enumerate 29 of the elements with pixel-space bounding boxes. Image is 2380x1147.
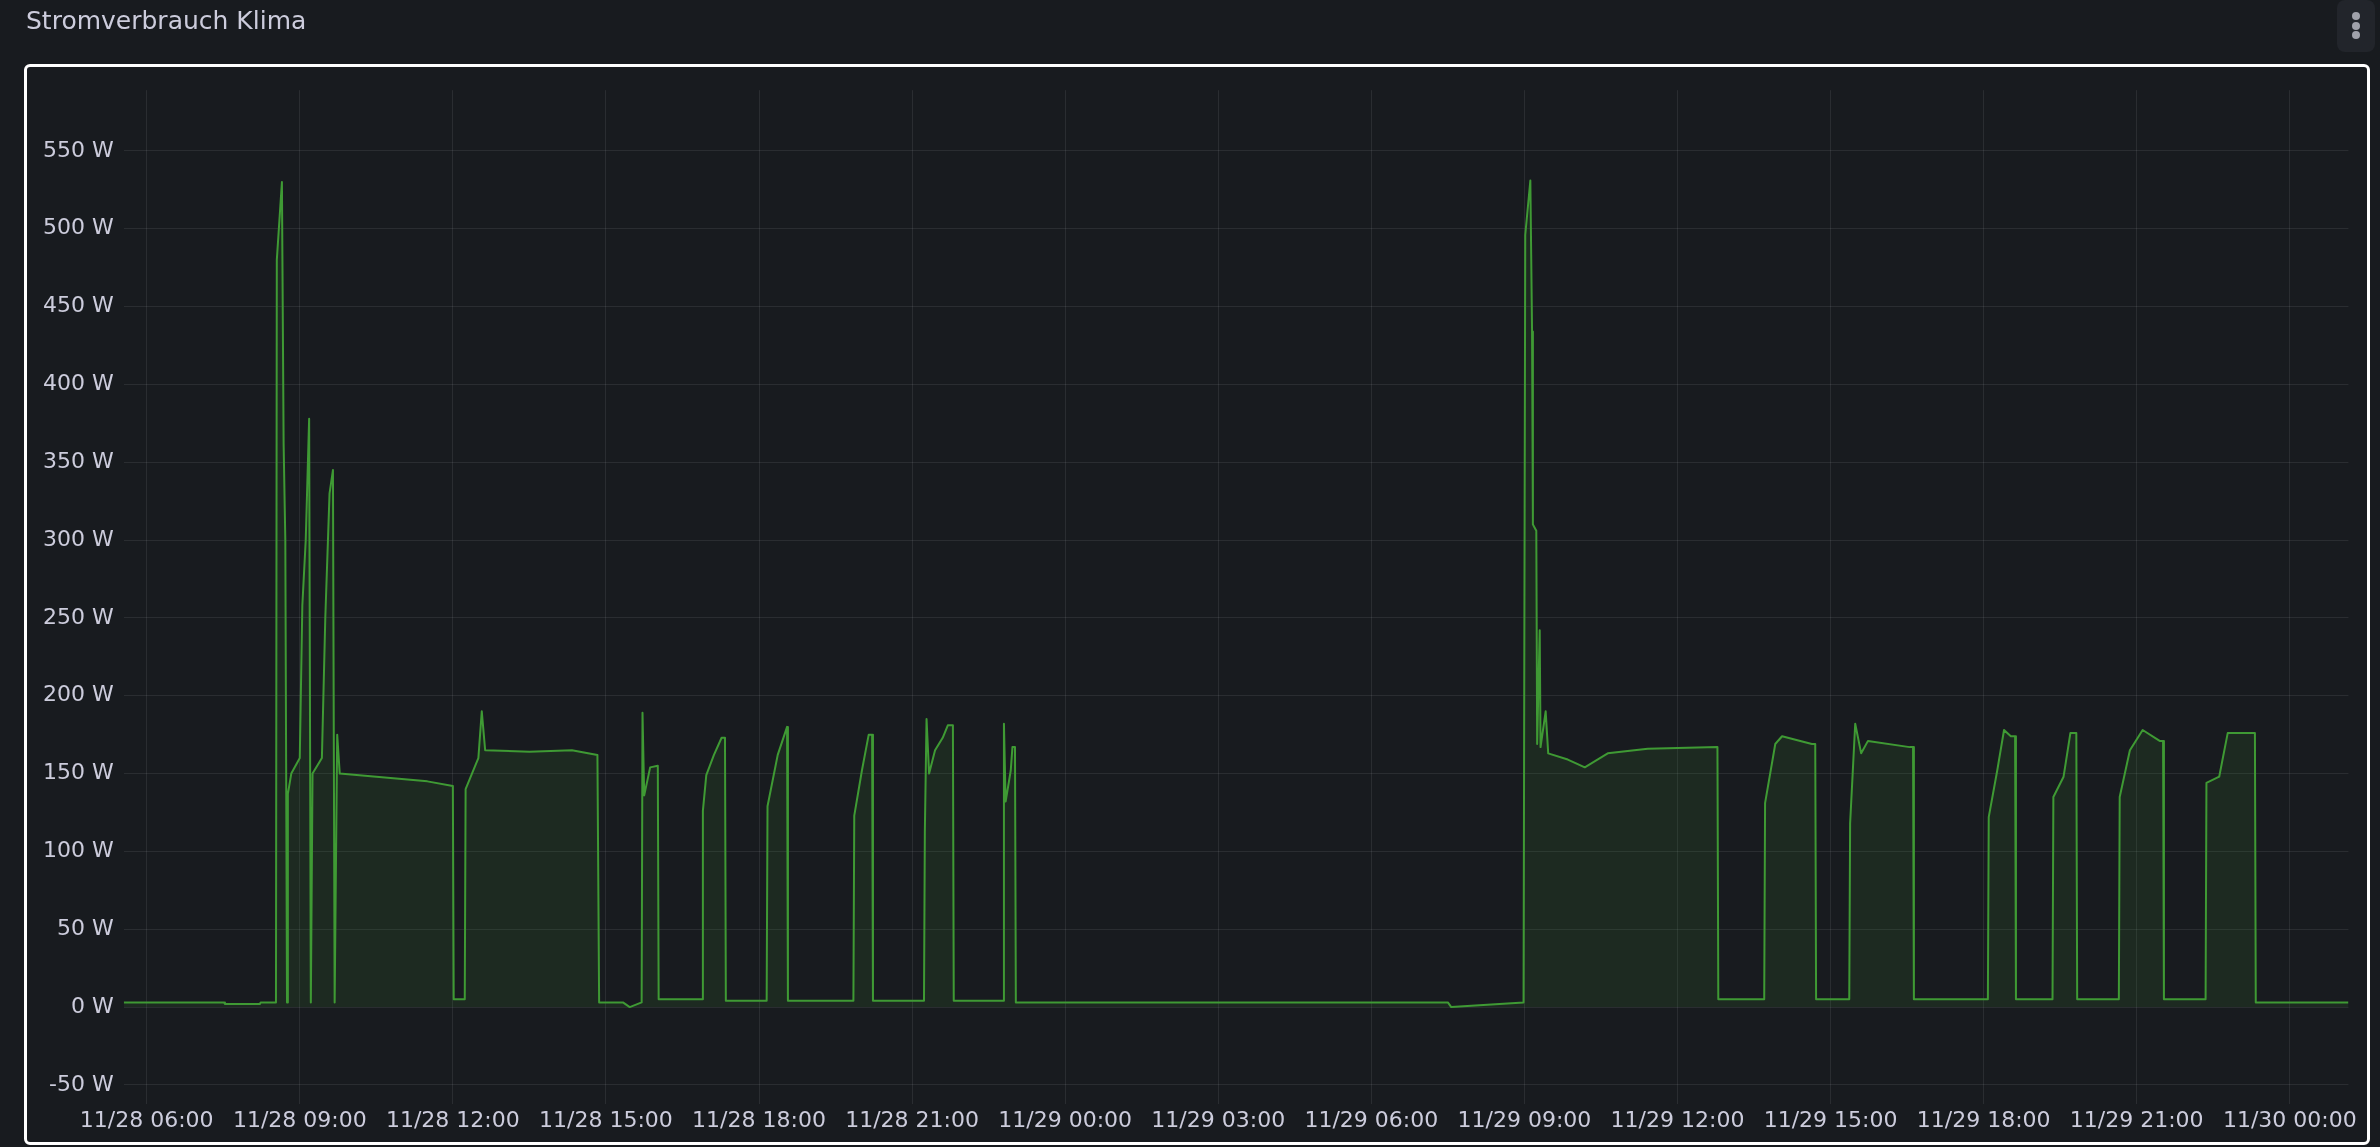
x-tick-label: 11/28 12:00 — [385, 1106, 520, 1132]
x-tick-label: 11/29 12:00 — [1610, 1106, 1745, 1132]
x-tick-label: 11/29 03:00 — [1151, 1106, 1286, 1132]
y-tick-label: 550 W — [42, 136, 114, 162]
x-tick-label: 11/29 00:00 — [998, 1106, 1133, 1132]
y-tick-label: 500 W — [42, 214, 114, 240]
x-tick-label: 11/28 18:00 — [692, 1106, 826, 1132]
y-tick-label: 300 W — [42, 525, 114, 551]
chart-title: Stromverbrauch Klima — [26, 6, 307, 35]
x-tick-label: 11/30 00:00 — [2222, 1106, 2357, 1132]
x-tick-label: 11/29 06:00 — [1304, 1106, 1439, 1132]
y-tick-label: 200 W — [42, 681, 114, 707]
y-tick-label: 350 W — [42, 447, 114, 473]
x-tick-label: 11/28 15:00 — [539, 1106, 673, 1132]
x-tick-label: 11/29 21:00 — [2069, 1106, 2204, 1132]
x-tick-label: 11/29 09:00 — [1457, 1106, 1592, 1132]
y-tick-label: 400 W — [42, 370, 114, 396]
y-tick-label: 250 W — [42, 603, 114, 629]
y-tick-label: -50 W — [49, 1070, 114, 1096]
y-tick-label: 50 W — [56, 914, 114, 940]
y-tick-label: 450 W — [42, 292, 114, 318]
x-tick-label: 11/28 21:00 — [845, 1106, 979, 1132]
x-tick-label: 11/28 06:00 — [79, 1106, 214, 1132]
y-tick-label: 150 W — [42, 759, 114, 785]
x-tick-label: 11/29 18:00 — [1916, 1106, 2051, 1132]
x-tick-label: 11/29 15:00 — [1763, 1106, 1898, 1132]
y-tick-label: 0 W — [70, 992, 114, 1018]
y-tick-label: 100 W — [42, 837, 114, 863]
x-tick-label: 11/28 09:00 — [232, 1106, 367, 1132]
